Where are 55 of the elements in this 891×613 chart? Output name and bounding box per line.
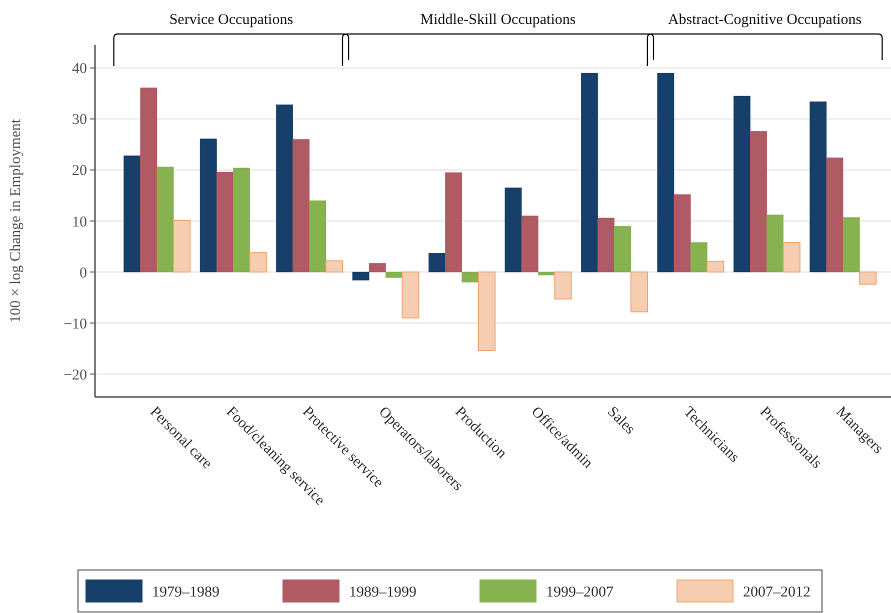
legend-label: 1999–2007 bbox=[546, 584, 614, 600]
bar bbox=[706, 260, 724, 273]
bar bbox=[156, 166, 174, 272]
bar bbox=[200, 138, 217, 272]
bar bbox=[598, 218, 614, 272]
bar bbox=[233, 168, 250, 272]
bar bbox=[309, 200, 326, 272]
y-axis-title: 100 × log Change in Employment bbox=[8, 118, 24, 323]
bar bbox=[690, 242, 708, 272]
bar bbox=[782, 242, 800, 273]
bar bbox=[810, 101, 827, 272]
bar bbox=[766, 214, 784, 272]
bar bbox=[402, 272, 420, 318]
bar bbox=[581, 72, 598, 272]
bar bbox=[554, 272, 572, 300]
bar bbox=[386, 272, 402, 278]
text: Abstract-Cognitive Occupations bbox=[668, 12, 862, 28]
bar bbox=[478, 272, 496, 352]
bar bbox=[140, 88, 158, 272]
bar bbox=[124, 156, 141, 272]
bar bbox=[614, 226, 632, 272]
bar bbox=[462, 272, 479, 282]
legend-label: 2007–2012 bbox=[743, 584, 810, 600]
bar bbox=[826, 158, 844, 272]
bar bbox=[173, 220, 191, 273]
y-tick-label: 0 bbox=[80, 265, 87, 282]
bar bbox=[428, 252, 446, 272]
y-tick-label: 30 bbox=[72, 112, 87, 128]
legend-label: 1989–1999 bbox=[349, 584, 416, 600]
bar bbox=[538, 272, 555, 276]
text: Middle-Skill Occupations bbox=[420, 12, 576, 28]
bar bbox=[733, 96, 750, 272]
bar bbox=[630, 272, 648, 312]
text: Service Occupations bbox=[169, 12, 294, 28]
bar bbox=[216, 172, 234, 272]
y-tick-label: −20 bbox=[64, 367, 87, 384]
bar bbox=[352, 272, 370, 280]
y-tick-label: 40 bbox=[72, 61, 87, 78]
y-tick-label: 10 bbox=[72, 214, 87, 230]
bar bbox=[249, 252, 267, 273]
bar bbox=[657, 72, 674, 272]
bar bbox=[368, 263, 386, 272]
legend-label: 1979–1989 bbox=[152, 584, 220, 600]
y-tick-label: −10 bbox=[64, 316, 87, 332]
bar bbox=[750, 131, 767, 272]
y-tick-label: 20 bbox=[72, 163, 87, 180]
bar bbox=[504, 188, 522, 272]
bar bbox=[276, 104, 293, 272]
bar bbox=[674, 194, 691, 272]
bar bbox=[292, 139, 310, 272]
bar bbox=[859, 272, 877, 285]
bar bbox=[842, 217, 860, 272]
bar bbox=[521, 216, 538, 272]
bar bbox=[326, 260, 344, 273]
bar bbox=[445, 172, 462, 272]
